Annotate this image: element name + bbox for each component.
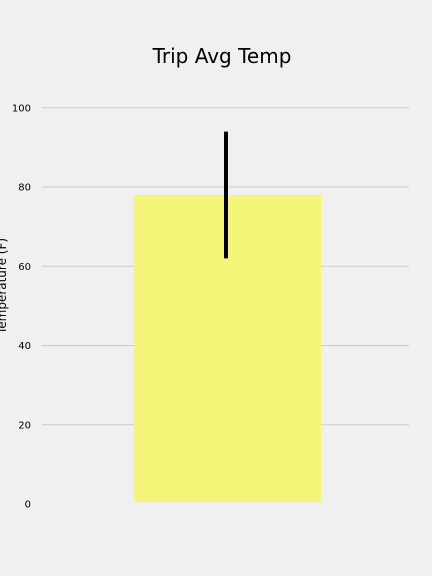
y-tick-label-20: 20 — [18, 420, 31, 431]
y-tick-label-100: 100 — [12, 103, 31, 114]
y-tick-label-0: 0 — [25, 500, 31, 511]
y-tick-label-40: 40 — [18, 341, 31, 352]
chart-title: Trip Avg Temp — [152, 44, 292, 68]
y-axis-ticks: 0 20 40 60 80 100 — [12, 103, 31, 510]
y-tick-label-60: 60 — [18, 262, 31, 273]
y-axis-label: Temperature (F) — [0, 238, 9, 335]
y-tick-label-80: 80 — [18, 183, 31, 194]
